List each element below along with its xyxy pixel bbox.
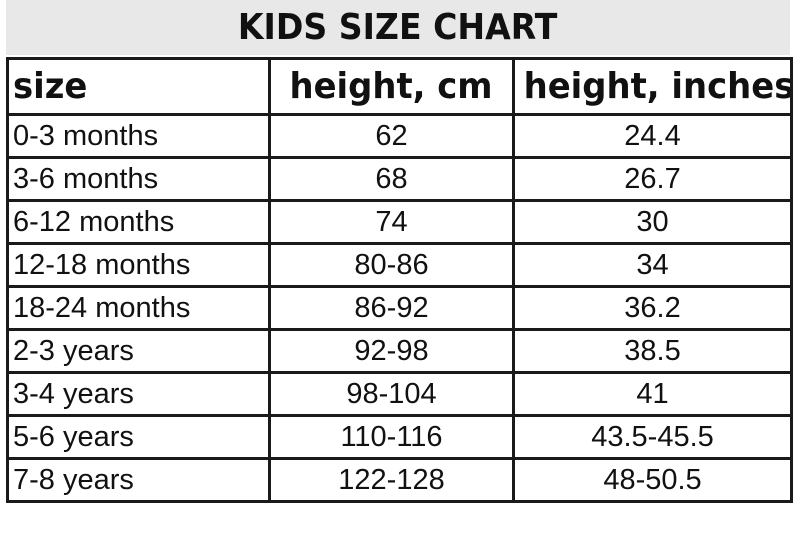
height-cm-cell: 92-98 (268, 328, 515, 374)
height-cm-cell: 110-116 (268, 414, 515, 460)
size-cell: 3-6 months (6, 156, 271, 202)
header-height-cm-label: height, cm (289, 66, 494, 107)
size-cell: 5-6 years (6, 414, 271, 460)
height-inches-cell: 48-50.5 (512, 457, 793, 503)
title-bar: KIDS SIZE CHART (6, 0, 790, 55)
header-height-inches-label: height, inches (523, 66, 792, 107)
height-cm-cell: 62 (268, 113, 515, 159)
size-cell: 2-3 years (6, 328, 271, 374)
height-inches-cell: 41 (512, 371, 793, 417)
table-row: 2-3 years 92-98 38.5 (6, 328, 793, 374)
table-row: 18-24 months 86-92 36.2 (6, 285, 793, 331)
header-row: size height, cm height, inches (6, 57, 793, 116)
table-row: 7-8 years 122-128 48-50.5 (6, 457, 793, 503)
table-row: 6-12 months 74 30 (6, 199, 793, 245)
table-row: 3-6 months 68 26.7 (6, 156, 793, 202)
height-inches-cell: 34 (512, 242, 793, 288)
size-cell: 12-18 months (6, 242, 271, 288)
chart-title: KIDS SIZE CHART (238, 7, 558, 48)
header-size: size (6, 57, 271, 116)
height-inches-cell: 38.5 (512, 328, 793, 374)
height-cm-cell: 74 (268, 199, 515, 245)
table-row: 5-6 years 110-116 43.5-45.5 (6, 414, 793, 460)
header-height-inches: height, inches (512, 57, 793, 116)
size-cell: 0-3 months (6, 113, 271, 159)
header-height-cm: height, cm (268, 57, 515, 116)
height-cm-cell: 68 (268, 156, 515, 202)
height-inches-cell: 43.5-45.5 (512, 414, 793, 460)
height-cm-cell: 98-104 (268, 371, 515, 417)
table-row: 12-18 months 80-86 34 (6, 242, 793, 288)
height-cm-cell: 86-92 (268, 285, 515, 331)
height-inches-cell: 36.2 (512, 285, 793, 331)
height-cm-cell: 80-86 (268, 242, 515, 288)
height-cm-cell: 122-128 (268, 457, 515, 503)
table-row: 3-4 years 98-104 41 (6, 371, 793, 417)
size-cell: 6-12 months (6, 199, 271, 245)
size-cell: 18-24 months (6, 285, 271, 331)
height-inches-cell: 24.4 (512, 113, 793, 159)
header-size-label: size (13, 66, 88, 107)
size-cell: 7-8 years (6, 457, 271, 503)
height-inches-cell: 30 (512, 199, 793, 245)
height-inches-cell: 26.7 (512, 156, 793, 202)
size-table: size height, cm height, inches 0-3 month… (6, 57, 793, 503)
table-row: 0-3 months 62 24.4 (6, 113, 793, 159)
size-cell: 3-4 years (6, 371, 271, 417)
